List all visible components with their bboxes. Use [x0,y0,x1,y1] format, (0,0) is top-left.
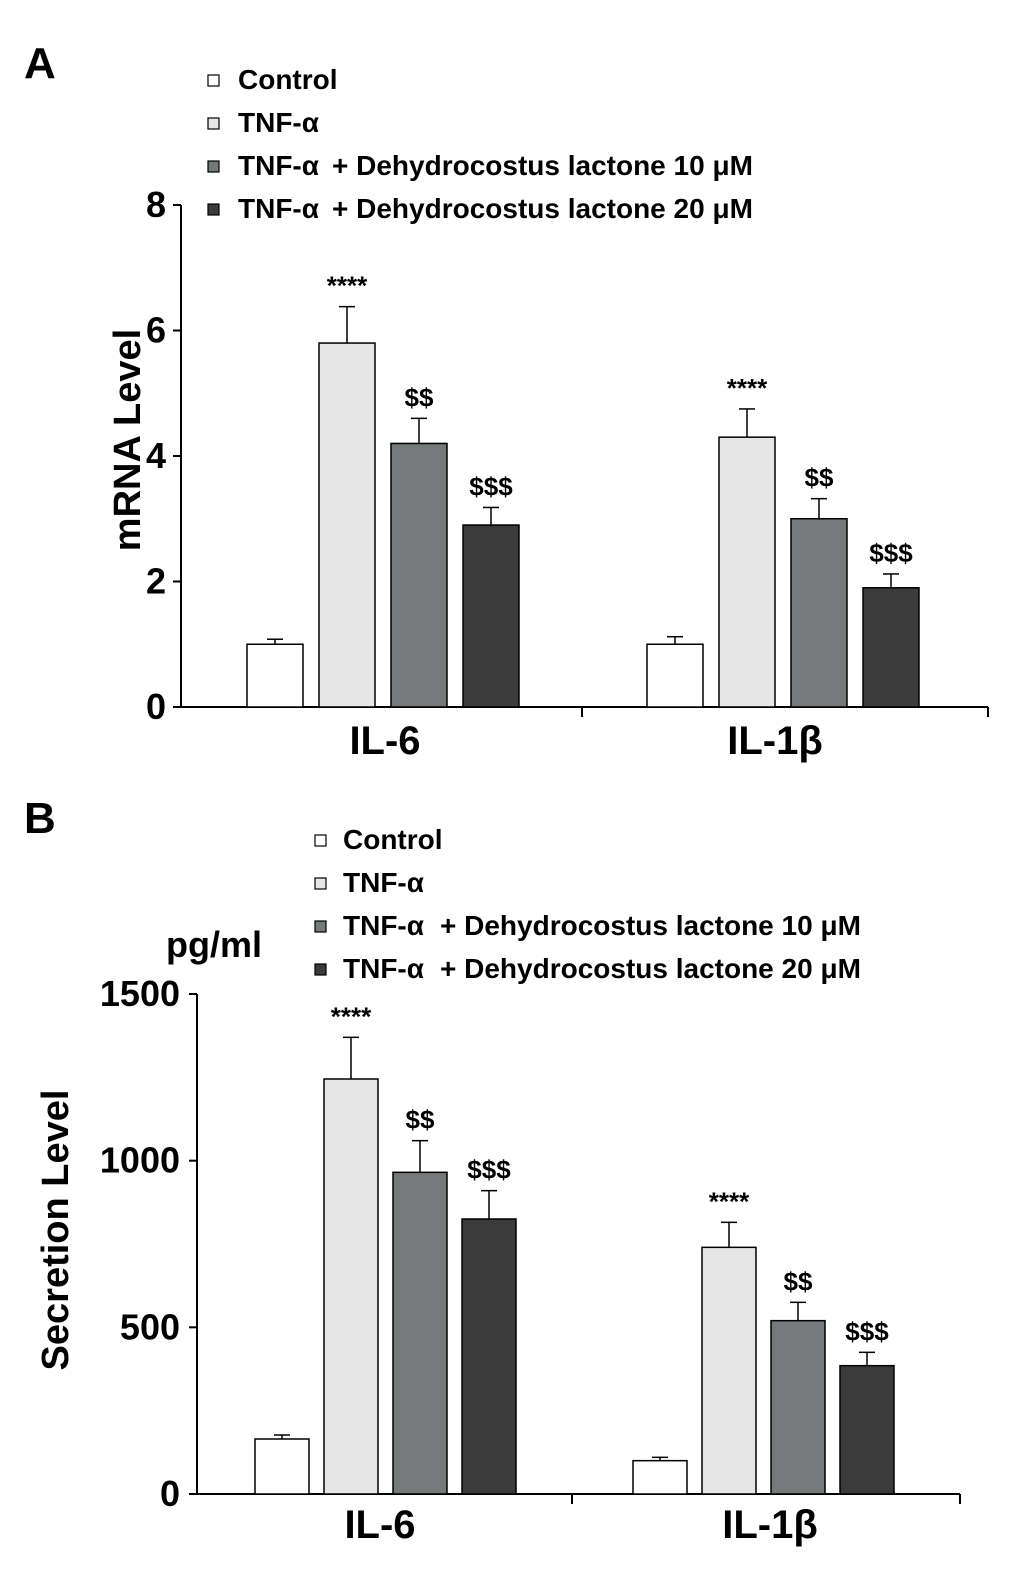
y-tick-label: 8 [146,184,166,225]
legend-label-suffix: + Dehydrocostus lactone 20 μM [332,193,753,224]
significance-label: $$ [405,382,434,412]
bar [632,1459,688,1495]
legend-swatch [314,963,327,976]
legend-label-suffix: + Dehydrocostus lactone 20 μM [440,953,861,984]
significance-label: $$$ [467,1155,511,1185]
legend-label-suffix: + Dehydrocostus lactone 10 μM [440,910,861,941]
legend: Control TNF-α TNF-α + Dehydrocostus lactone… [207,64,753,224]
bar [323,1078,379,1495]
y-axis-label: Secretion Level [35,1090,77,1371]
legend-swatch [314,877,327,890]
unit-label: pg/ml [166,924,262,965]
panel-label: A [24,39,56,88]
legend-label: Control [238,64,338,95]
significance-label: **** [709,1186,750,1216]
significance-label: $$$ [845,1316,889,1346]
y-tick-label: 1000 [100,1140,180,1181]
legend-label: TNF-α [238,107,319,138]
bar [770,1319,826,1495]
bar [254,1438,310,1495]
legend-label: TNF-α [343,910,424,941]
significance-label: **** [727,373,768,403]
significance-label: **** [331,1001,372,1031]
legend-label-suffix: + Dehydrocostus lactone 10 μM [332,150,753,181]
bar [790,518,848,708]
chart-panel-a: A Control TNF-α TNF-α + Dehydrocostus lacton… [24,39,989,763]
legend-label: TNF-α [238,193,319,224]
bar [462,524,520,708]
legend-swatch [207,203,220,216]
significance-label: $$$ [869,538,913,568]
legend-label: TNF-α [343,953,424,984]
y-tick-label: 500 [120,1306,180,1347]
significance-label: $$ [406,1105,435,1135]
legend-swatch [314,920,327,933]
y-tick-label: 0 [160,1473,180,1514]
bar [839,1364,895,1495]
x-category-label: IL-6 [349,719,420,763]
y-tick-label: 0 [146,686,166,727]
legend-label: Control [343,824,443,855]
x-category-label: IL-1β [727,719,823,763]
bar [318,342,376,708]
bar [392,1171,448,1495]
chart-panel-b: B Control TNF-α TNF-α + Dehydrocostus lacton… [24,794,961,1547]
bar [461,1218,517,1495]
bar [246,643,304,708]
x-category-label: IL-1β [722,1503,818,1547]
legend: Control TNF-α TNF-α + Dehydrocostus lactone… [314,824,861,984]
significance-label: $$$ [469,471,513,501]
legend-label: TNF-α [343,867,424,898]
panel-label: B [24,794,56,843]
significance-label: $$ [784,1266,813,1296]
legend-swatch [314,834,327,847]
legend-swatch [207,117,220,130]
legend-label: TNF-α [238,150,319,181]
bar [646,643,704,708]
bar [701,1246,757,1495]
y-tick-label: 6 [146,310,166,351]
y-tick-label: 2 [146,561,166,602]
y-tick-label: 4 [146,435,166,476]
bar [390,442,448,708]
legend-swatch [207,160,220,173]
y-axis-label: mRNA Level [107,329,149,551]
bar [718,436,776,708]
y-tick-label: 1500 [100,973,180,1014]
legend-swatch [207,74,220,87]
significance-label: $$ [805,463,834,493]
bar [862,587,920,708]
x-category-label: IL-6 [344,1503,415,1547]
significance-label: **** [327,271,368,301]
